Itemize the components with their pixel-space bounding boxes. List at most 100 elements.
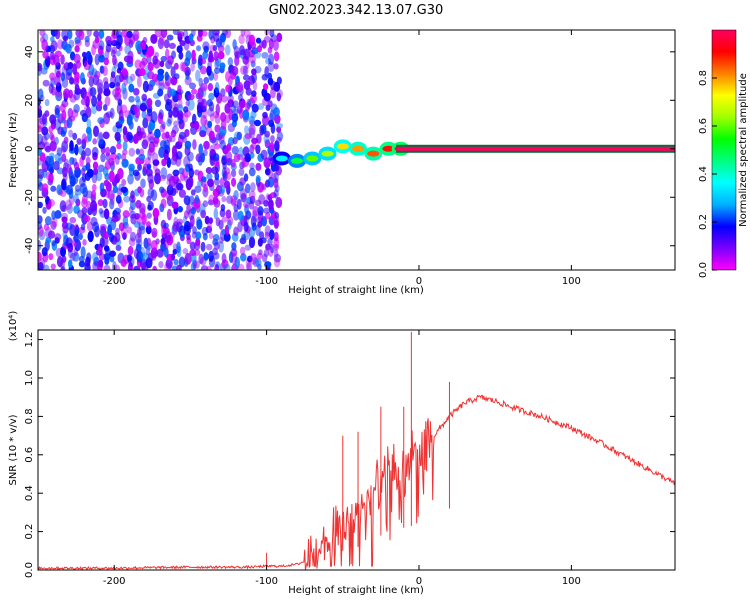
heatmap-cell	[55, 70, 62, 79]
heatmap-cell	[203, 76, 210, 84]
heatmap-cell	[274, 140, 280, 152]
heatmap-cell	[145, 168, 153, 177]
heatmap-cell	[218, 185, 226, 194]
heatmap-cell	[97, 117, 105, 125]
heatmap-cell	[220, 95, 228, 103]
spectrogram-cells	[38, 30, 675, 270]
heatmap-cell	[189, 82, 197, 90]
heatmap-cell	[245, 183, 251, 194]
heatmap-cell	[96, 79, 104, 88]
heatmap-cell	[192, 226, 197, 234]
heatmap-cell	[236, 153, 244, 161]
heatmap-cell	[50, 40, 58, 52]
heatmap-cell	[162, 227, 170, 235]
heatmap-cell	[60, 212, 69, 221]
heatmap-cell	[56, 147, 63, 156]
heatmap-cell	[69, 216, 77, 224]
heatmap-cell	[274, 231, 279, 242]
heatmap-cell	[95, 170, 103, 182]
heatmap-cell	[224, 44, 231, 56]
heatmap-cell	[108, 170, 115, 183]
heatmap-cell	[68, 39, 75, 48]
heatmap-cell	[132, 30, 140, 41]
colorbar-tick-label: 0.0	[698, 262, 709, 278]
heatmap-cell	[219, 62, 226, 70]
heatmap-cell	[80, 246, 86, 259]
heatmap-cell	[41, 126, 49, 136]
heatmap-cell	[103, 208, 110, 220]
colorbar-tick-label: 0.8	[698, 70, 709, 86]
heatmap-cell	[84, 215, 91, 223]
heatmap-cell	[160, 30, 168, 39]
heatmap-cell	[140, 178, 146, 189]
heatmap-cell	[151, 73, 159, 83]
heatmap-cell	[275, 196, 283, 209]
heatmap-cell	[396, 146, 675, 151]
heatmap-cell	[224, 30, 232, 39]
heatmap-cell	[102, 198, 108, 209]
heatmap-cell	[130, 73, 136, 82]
heatmap-cell	[255, 174, 261, 184]
heatmap-cell	[54, 233, 62, 241]
heatmap-cell	[38, 133, 44, 145]
heatmap-cell	[225, 71, 231, 82]
heatmap-cell	[121, 178, 127, 187]
y-tick-label: 0.0	[24, 562, 35, 578]
heatmap-cell	[119, 104, 128, 114]
heatmap-cell	[208, 50, 214, 63]
heatmap-cell	[263, 157, 271, 169]
heatmap-cell	[175, 150, 183, 160]
spectrogram-xlabel: Height of straight line (km)	[288, 285, 424, 296]
heatmap-cell	[135, 40, 143, 52]
heatmap-cell	[187, 93, 195, 101]
heatmap-cell	[165, 258, 173, 269]
heatmap-cell	[255, 144, 261, 155]
colorbar-gradient	[711, 29, 737, 271]
heatmap-cell	[243, 173, 249, 182]
heatmap-cell	[273, 253, 282, 263]
heatmap-cell	[166, 157, 172, 168]
heatmap-cell	[81, 51, 87, 58]
heatmap-cell	[63, 136, 69, 144]
heatmap-cell	[130, 190, 135, 200]
heatmap-cell	[73, 53, 81, 64]
heatmap-cell	[274, 215, 280, 228]
heatmap-cell	[258, 194, 266, 205]
heatmap-cell	[176, 241, 181, 254]
heatmap-cell	[238, 168, 245, 176]
heatmap-cell	[155, 238, 160, 245]
heatmap-cell	[81, 207, 88, 215]
heatmap-cell	[84, 35, 90, 43]
heatmap-cell	[109, 145, 117, 155]
heatmap-cell	[163, 222, 169, 229]
snr-frame	[37, 329, 676, 571]
heatmap-cell	[273, 219, 279, 229]
heatmap-cell	[121, 67, 128, 77]
heatmap-cell	[221, 196, 227, 203]
heatmap-cell	[352, 145, 365, 152]
snr-ticks: -200 -100 0 100 0.0 0.2 0.4 0.6 0.8 1.0 1.2	[24, 330, 675, 587]
heatmap-cell	[42, 206, 47, 214]
heatmap-cell	[276, 131, 284, 141]
heatmap-cell	[230, 169, 237, 178]
heatmap-cell	[44, 98, 50, 107]
heatmap-cell	[170, 253, 176, 261]
heatmap-cell	[122, 210, 130, 218]
heatmap-cell	[65, 43, 72, 54]
heatmap-cell	[135, 95, 141, 103]
heatmap-cell	[72, 132, 78, 141]
heatmap-cell	[231, 242, 237, 251]
heatmap-cell	[262, 207, 271, 214]
heatmap-cell	[141, 110, 147, 120]
heatmap-cell	[261, 237, 267, 244]
heatmap-cell	[102, 76, 109, 85]
heatmap-cell	[152, 159, 160, 167]
heatmap-cell	[160, 237, 166, 245]
heatmap-cell	[158, 109, 164, 120]
heatmap-cell	[242, 146, 250, 157]
heatmap-cell	[200, 209, 207, 219]
heatmap-cell	[83, 91, 91, 104]
heatmap-cell	[232, 100, 239, 109]
heatmap-cell	[41, 39, 49, 51]
